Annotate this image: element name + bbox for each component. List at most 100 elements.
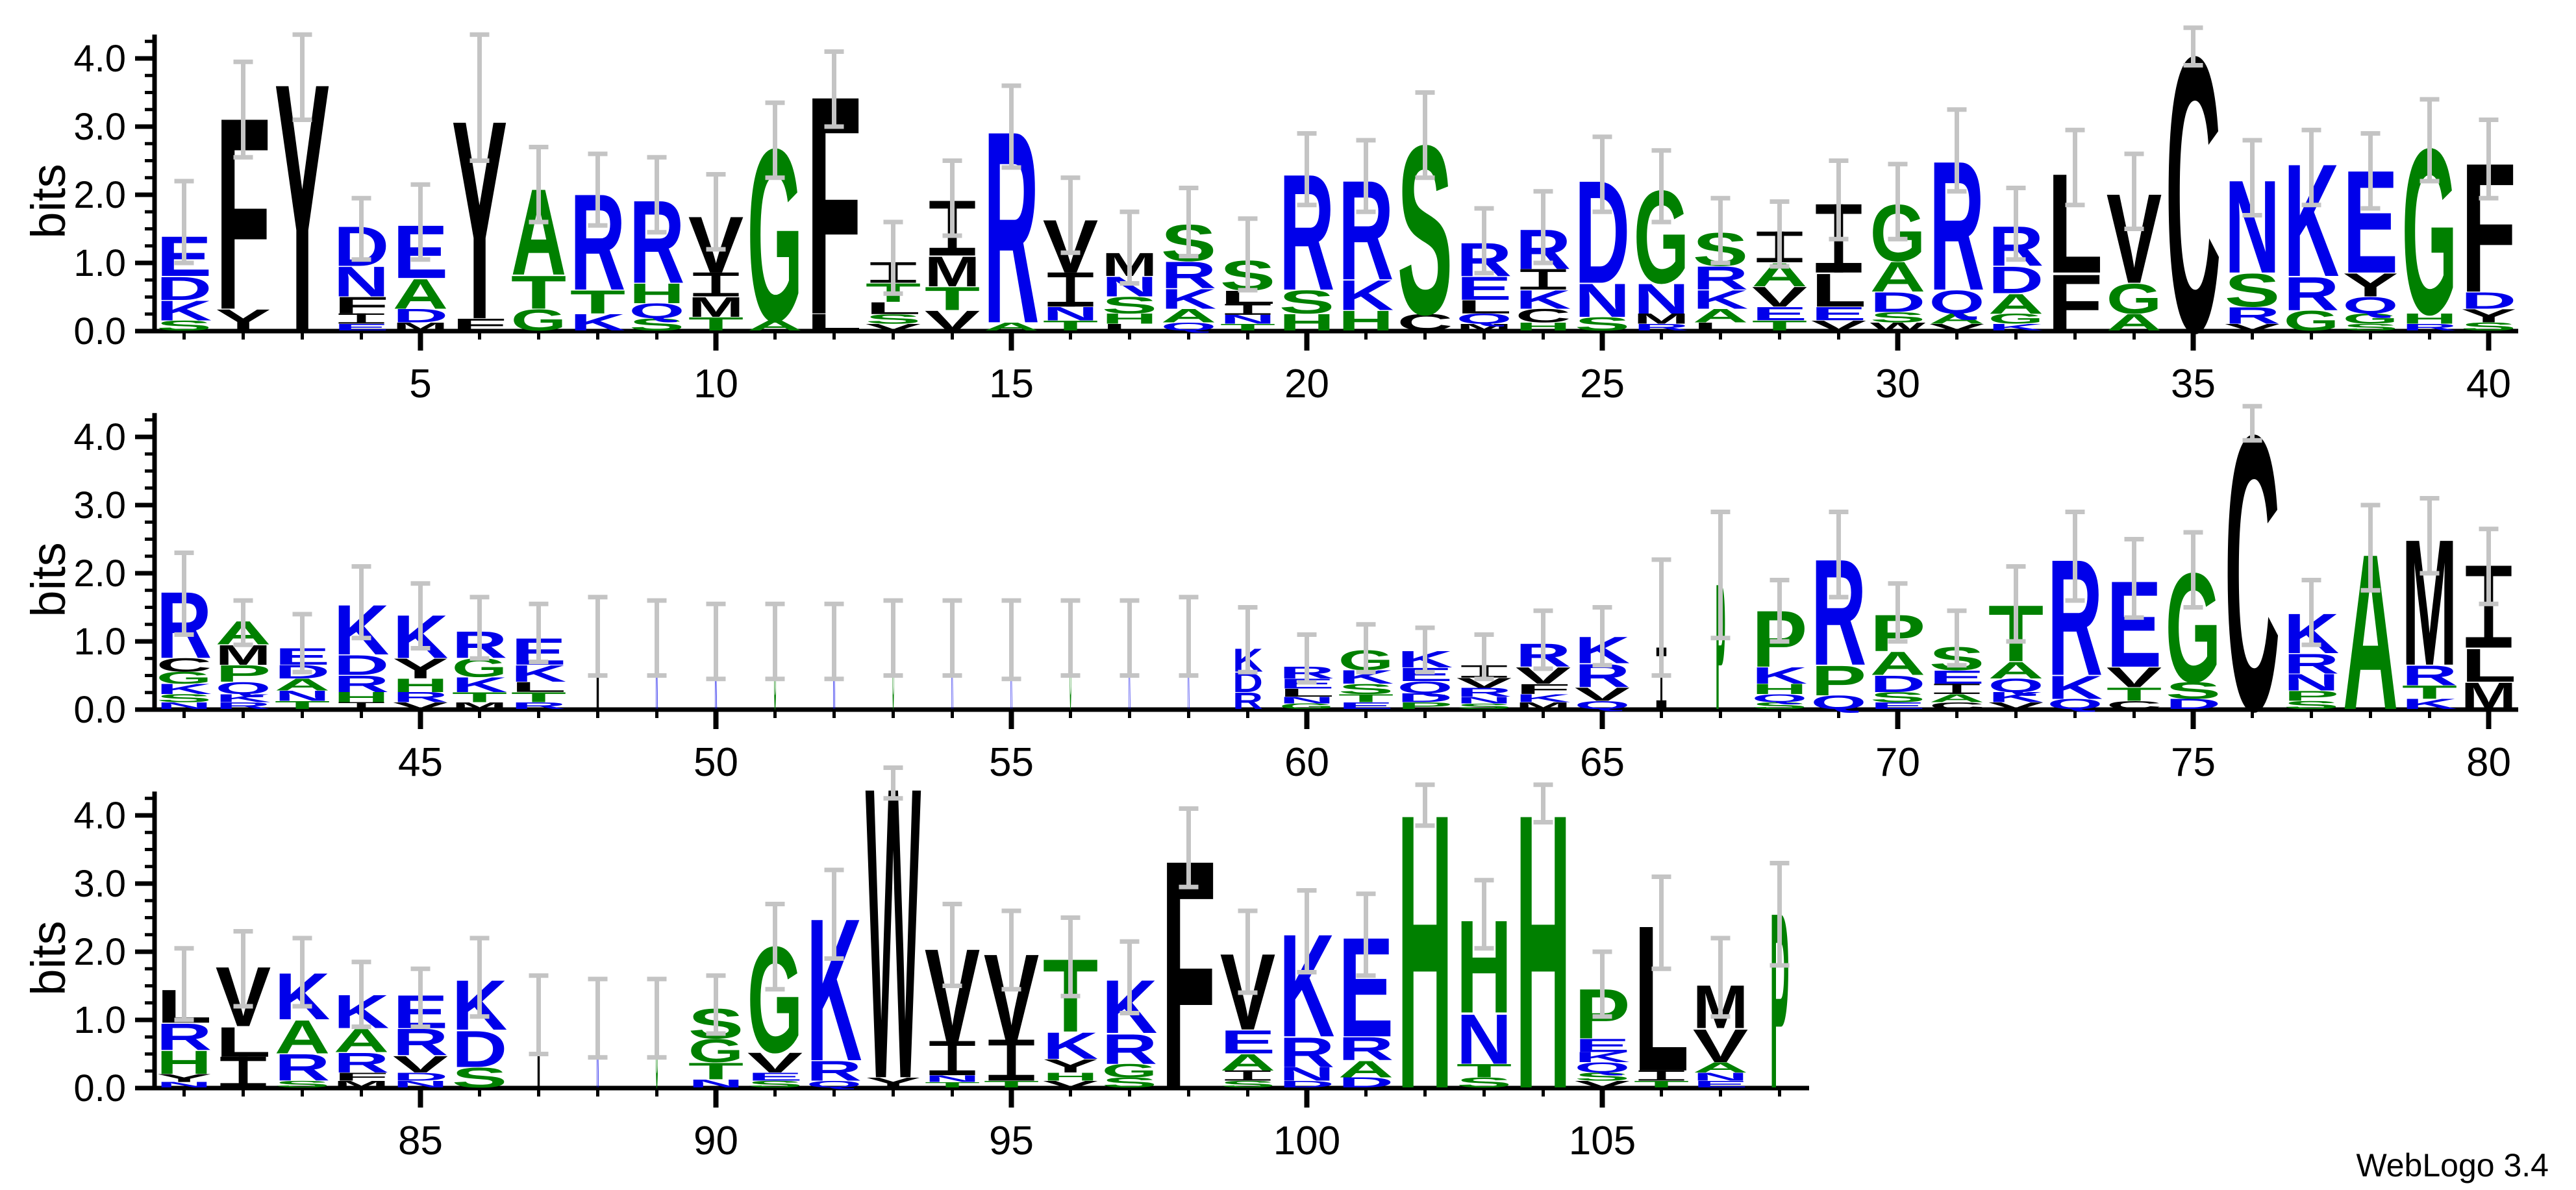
logo-letter-I (929, 247, 975, 256)
logo-letter-I (1934, 692, 1980, 694)
logo-letter-Y: Y (2343, 266, 2399, 303)
logo-letter-A: A (2107, 309, 2162, 336)
logo-letter-I (988, 1039, 1034, 1046)
logo-letter-F: F (1516, 681, 1571, 697)
logo-letter-S: S (1575, 313, 1631, 334)
logo-letter-I (1225, 1079, 1271, 1081)
logo-letter-R: R (1232, 688, 1263, 714)
logo-letter-R: R (2225, 303, 2281, 329)
logo-letter-K: K (2047, 669, 2103, 706)
logo-letter-H: H (1516, 320, 1571, 333)
logo-letter-M: M (2461, 675, 2517, 717)
logo-column: LV (216, 948, 271, 1087)
logo-letter-A: A (1870, 645, 1926, 682)
logo-letter-R: R (216, 700, 271, 711)
logo-letter-V: V (1752, 281, 1808, 313)
error-bar (1001, 598, 1021, 682)
logo-letter-M: M (1634, 311, 1690, 327)
y-tick-label: 2.0 (73, 174, 126, 216)
x-tick-label: 20 (1284, 362, 1329, 406)
logo-letter-K: K (216, 692, 271, 705)
logo-letter-R: R (156, 1016, 212, 1058)
logo-letter-H: H (2402, 311, 2458, 327)
logo-letter-Q: Q (1575, 1060, 1631, 1075)
error-bar (2301, 578, 2321, 647)
error-bar (529, 145, 549, 225)
logo-letter-H: H (156, 1044, 212, 1081)
logo-letter-D: D (1397, 691, 1453, 705)
logo-letter-Q: Q (629, 299, 685, 323)
logo-letter-K: K (156, 295, 212, 327)
logo-letter-D: D (393, 305, 449, 327)
logo-letter-T: T (925, 280, 981, 317)
logo-letter-T: T (688, 1058, 744, 1084)
logo-letter-I (1638, 1079, 1684, 1081)
error-bar (2065, 127, 2085, 208)
error-bar (824, 601, 844, 682)
error-bar (1829, 158, 1849, 242)
logo-letter-G: G (1102, 1060, 1158, 1082)
logo-letter-S: S (747, 1079, 803, 1089)
error-bar (1769, 861, 1790, 968)
y-tick-label: 1.0 (73, 621, 126, 663)
logo-letter-L: L (511, 679, 567, 695)
logo-letter-V: V (1043, 1079, 1099, 1089)
error-bar (1179, 595, 1199, 678)
error-bar (1238, 605, 1258, 675)
logo-letter-R: R (2284, 648, 2340, 680)
logo-letter-Q: Q (1811, 691, 1867, 713)
error-bar (1710, 195, 1731, 266)
logo-letter-I (929, 1041, 975, 1046)
logo-letter-I (1934, 684, 1980, 686)
logo-letter-L: L (1457, 296, 1512, 317)
logo-letter-R: R (807, 1055, 862, 1087)
error-bar (1356, 622, 1376, 675)
x-tick-label: 40 (2466, 362, 2511, 406)
logo-letter-E: E (334, 322, 390, 332)
logo-letter-A: A (1870, 253, 1926, 301)
logo-letter-V: V (1929, 322, 1985, 332)
error-bar (1651, 557, 1671, 678)
logo-letter-V: V (1575, 684, 1631, 705)
logo-letter-S: S (2166, 677, 2221, 704)
logo-letter-Y: Y (2461, 305, 2517, 327)
logo-letter-T: T (2107, 684, 2162, 705)
logo-letter-E: E (1338, 700, 1394, 711)
error-bar (1297, 632, 1317, 685)
logo-column: SDK (452, 966, 508, 1094)
logo-letter-F: F (334, 1071, 390, 1084)
logo-letter-I (2466, 637, 2512, 648)
x-tick-label: 25 (1580, 362, 1625, 406)
logo-letter-C: C (156, 654, 212, 676)
logo-letter-R: R (511, 700, 567, 711)
error-bar (765, 100, 785, 180)
logo-letter-D: D (1988, 259, 2044, 301)
logo-letter-I (1225, 304, 1271, 306)
error-bar (233, 59, 253, 160)
error-bar (588, 595, 608, 678)
x-tick-label: 85 (398, 1119, 443, 1163)
y-tick-label: 4.0 (73, 795, 126, 837)
error-bar (174, 551, 194, 637)
logo-letter-D: D (1870, 287, 1926, 319)
logo-letter-I (356, 702, 366, 709)
y-axis-title: bits (21, 164, 75, 238)
error-bar (824, 49, 844, 129)
error-bar (469, 936, 490, 1019)
logo-letter-R: R (275, 1047, 331, 1089)
logo-letter-A: A (1338, 1056, 1394, 1082)
logo-letter-K: K (156, 681, 212, 697)
error-bar (1179, 186, 1199, 258)
error-bar (1710, 510, 1731, 641)
error-bar (765, 601, 785, 682)
logo-letter-N: N (1279, 1063, 1335, 1085)
logo-letter-I (693, 293, 739, 297)
logo-letter-R: R (1457, 686, 1512, 699)
logo-column: TNV (925, 921, 981, 1089)
